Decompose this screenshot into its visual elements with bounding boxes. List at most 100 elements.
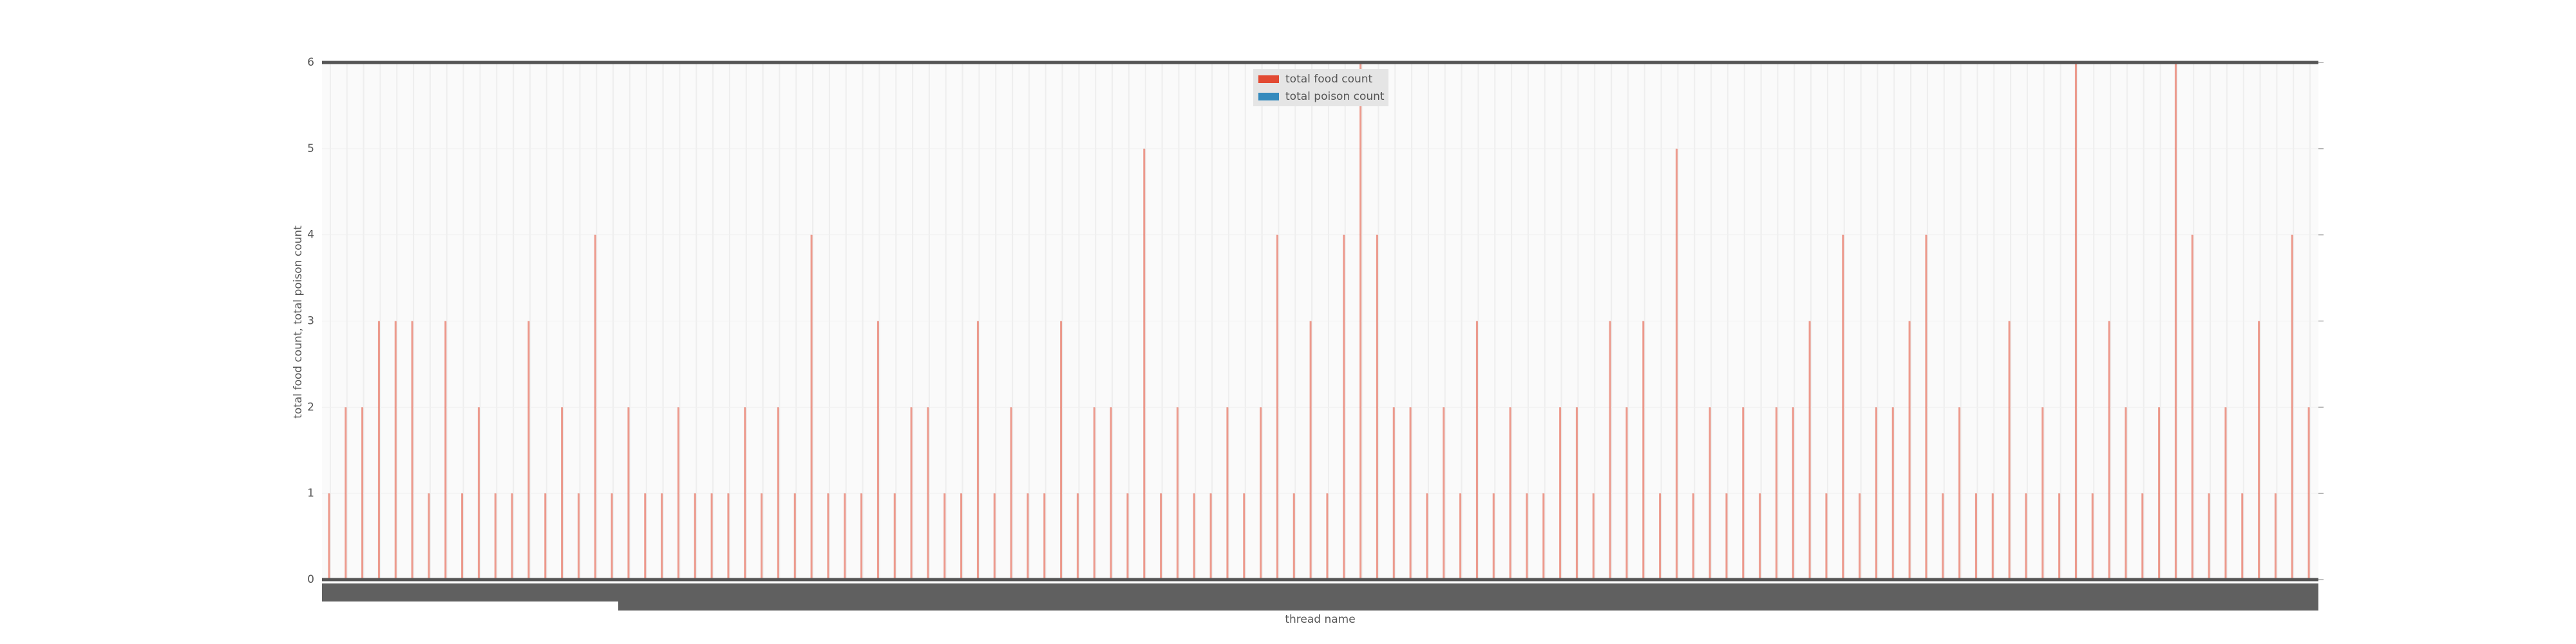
bar — [1443, 407, 1445, 580]
bar — [461, 493, 464, 580]
bar — [2307, 407, 2310, 580]
y-axis-title: total food count, total poison count — [292, 225, 305, 419]
bar — [1492, 493, 1495, 580]
x-label-clutter — [618, 583, 2318, 611]
bar — [411, 321, 413, 580]
bar — [1309, 321, 1312, 580]
bar — [1409, 407, 1412, 580]
bar — [2274, 493, 2277, 580]
bar — [844, 493, 846, 580]
bar — [761, 493, 763, 580]
bar — [328, 493, 330, 580]
bar — [927, 407, 929, 580]
bar — [1891, 407, 1894, 580]
bar — [1559, 407, 1562, 580]
legend: total food count total poison count — [1253, 69, 1388, 106]
bar — [1293, 493, 1295, 580]
bar — [1093, 407, 1095, 580]
bar — [2174, 62, 2177, 580]
bar — [1792, 407, 1794, 580]
bar — [1260, 407, 1262, 580]
bar — [444, 321, 447, 580]
bar — [1575, 407, 1578, 580]
bar — [428, 493, 430, 580]
bar — [594, 234, 596, 580]
bar — [1459, 493, 1462, 580]
bar — [544, 493, 547, 580]
bar — [527, 321, 530, 580]
bar — [1193, 493, 1195, 580]
bar — [2141, 493, 2144, 580]
y-tick-label: 0 — [307, 573, 314, 586]
bar — [1392, 407, 1395, 580]
bar — [2258, 321, 2260, 580]
bar — [1875, 407, 1877, 580]
y-tick-label: 1 — [307, 487, 314, 500]
bar — [777, 407, 779, 580]
legend-label: total food count — [1285, 73, 1373, 86]
bar — [1958, 407, 1961, 580]
legend-label: total poison count — [1285, 90, 1385, 103]
bar — [910, 407, 913, 580]
bar — [2291, 234, 2293, 580]
bar — [893, 493, 896, 580]
bar — [1709, 407, 1711, 580]
bar — [1908, 321, 1911, 580]
bar — [2224, 407, 2227, 580]
bar — [1775, 407, 1777, 580]
legend-swatch — [1258, 93, 1279, 100]
bar — [1692, 493, 1694, 580]
bar — [2208, 493, 2210, 580]
bar — [827, 493, 829, 580]
bar — [727, 493, 730, 580]
bar — [1143, 148, 1146, 580]
legend-swatch — [1258, 75, 1279, 83]
bar — [710, 493, 713, 580]
x-axis-title: thread name — [1285, 613, 1355, 626]
bar — [1942, 493, 1944, 580]
bar — [1110, 407, 1112, 580]
bar — [577, 493, 580, 580]
bar — [394, 321, 397, 580]
bar — [511, 493, 513, 580]
y-tick-label: 6 — [307, 56, 314, 69]
bar — [644, 493, 647, 580]
bar — [345, 407, 347, 580]
bar — [860, 493, 863, 580]
bar — [1243, 493, 1245, 580]
bar — [1209, 493, 1212, 580]
bar — [876, 321, 879, 580]
bar — [1376, 234, 1378, 580]
bar — [1010, 407, 1012, 580]
y-tick-label: 5 — [307, 142, 314, 155]
bar — [377, 321, 380, 580]
bar — [2041, 407, 2044, 580]
bar — [1725, 493, 1728, 580]
bar — [1808, 321, 1811, 580]
bar — [1475, 321, 1478, 580]
bar — [1675, 148, 1678, 580]
bar — [1426, 493, 1428, 580]
bar — [1027, 493, 1029, 580]
bar — [1859, 493, 1861, 580]
bar — [2008, 321, 2011, 580]
bar — [993, 493, 996, 580]
bar — [2074, 62, 2077, 580]
bar — [677, 407, 679, 580]
bar — [2191, 234, 2193, 580]
bar — [793, 493, 796, 580]
bar — [1076, 493, 1079, 580]
bar — [1276, 234, 1278, 580]
bar — [1975, 493, 1977, 580]
bar — [627, 407, 630, 580]
bar — [1509, 407, 1511, 580]
bar — [1343, 234, 1345, 580]
bar — [361, 407, 364, 580]
bar — [1742, 407, 1745, 580]
bar — [810, 234, 813, 580]
bar — [1226, 407, 1229, 580]
y-tick-label: 4 — [307, 229, 314, 242]
bar — [1526, 493, 1528, 580]
bar — [1126, 493, 1129, 580]
